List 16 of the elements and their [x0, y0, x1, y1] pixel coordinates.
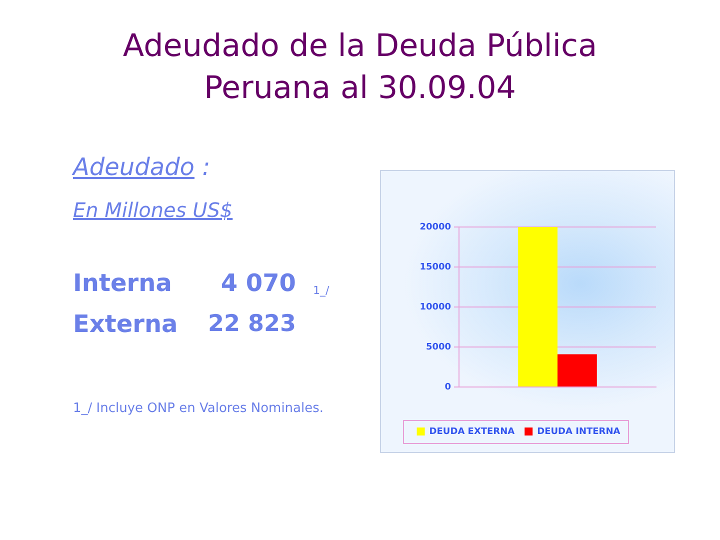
text: Externa — [73, 310, 178, 339]
text: 22 823 — [208, 311, 296, 338]
text: 1_/ — [313, 284, 330, 298]
y-tick-label: 10000 — [420, 302, 451, 312]
y-tick-label: 5000 — [426, 342, 451, 352]
text: 1_/ Incluye ONP en Valores Nominales. — [73, 401, 324, 417]
text: Adeudado : — [73, 153, 210, 182]
legend-label: DEUDA EXTERNA — [429, 426, 515, 437]
text: Interna — [73, 269, 172, 298]
y-tick-label: 0 — [444, 382, 451, 392]
y-tick-label: 15000 — [420, 262, 451, 272]
text: En Millones US$ — [73, 198, 233, 222]
y-tick-label: 20000 — [420, 222, 451, 232]
text: 4 070 — [220, 269, 296, 298]
legend-label: DEUDA INTERNA — [537, 426, 620, 437]
chart-title: Adeudado de la Deuda Pública Peruana al 30.09.04 — [122, 27, 598, 108]
